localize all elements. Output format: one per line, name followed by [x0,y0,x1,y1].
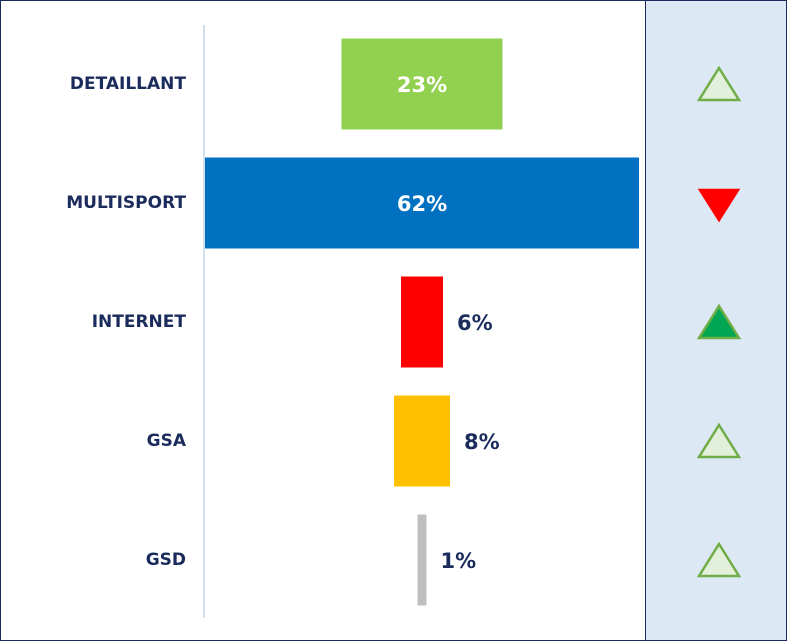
category-label: INTERNET [92,312,187,332]
bar [401,276,443,368]
bar [205,157,639,249]
value-label: 23% [397,73,447,97]
trend-indicator [696,541,742,578]
value-label: 8% [464,430,500,454]
category-label: MULTISPORT [66,193,186,213]
trend-indicator [696,303,742,340]
bar [394,395,450,487]
trend-indicator [696,422,742,459]
value-label: 62% [397,192,447,216]
bar [341,38,503,130]
value-label: 6% [457,311,493,335]
panel-border [0,0,646,641]
category-label: GSA [147,431,187,451]
trend-indicator [697,188,741,223]
bar [417,514,427,606]
trend-indicator [696,65,742,102]
value-label: 1% [441,549,477,573]
category-label: DETAILLANT [70,74,187,94]
category-label: GSD [146,550,186,570]
